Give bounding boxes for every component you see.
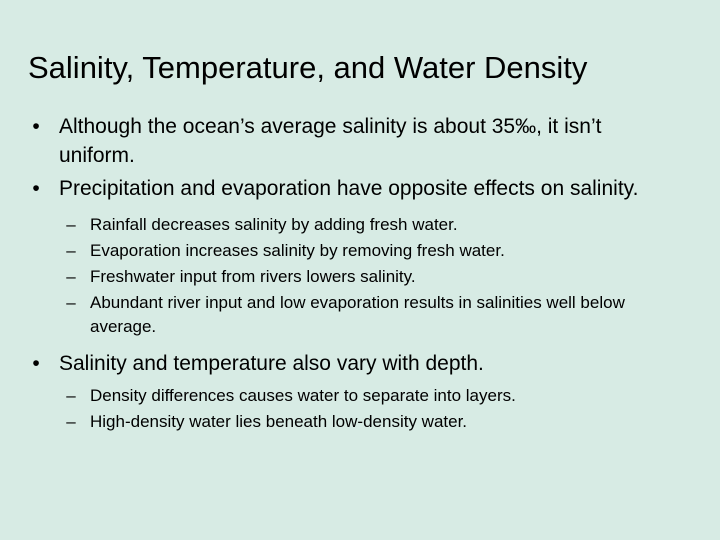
spacer bbox=[0, 341, 720, 349]
dash-marker: – bbox=[66, 386, 76, 405]
bullet-text: Salinity and temperature also vary with … bbox=[59, 352, 484, 375]
dash-marker: – bbox=[66, 241, 76, 260]
slide-title: Salinity, Temperature, and Water Density bbox=[28, 50, 588, 85]
sub-bullet-item: – Density differences causes water to se… bbox=[66, 384, 680, 408]
bullet-text: Although the ocean’s average salinity is… bbox=[59, 115, 602, 167]
sub-bullet-text: Density differences causes water to sepa… bbox=[90, 386, 516, 405]
sub-bullet-list: – Rainfall decreases salinity by adding … bbox=[0, 213, 720, 339]
sub-bullet-text: Freshwater input from rivers lowers sali… bbox=[90, 267, 416, 286]
sub-bullet-item: – Abundant river input and low evaporati… bbox=[66, 291, 680, 339]
sub-bullet-text: Evaporation increases salinity by removi… bbox=[90, 241, 505, 260]
dash-marker: – bbox=[66, 293, 76, 312]
dash-marker: – bbox=[66, 412, 76, 431]
sub-bullet-item: – Evaporation increases salinity by remo… bbox=[66, 239, 680, 263]
bullet-item: • Salinity and temperature also vary wit… bbox=[32, 349, 679, 378]
sub-bullet-text: Abundant river input and low evaporation… bbox=[90, 293, 625, 336]
dash-marker: – bbox=[66, 267, 76, 286]
bullet-text: Precipitation and evaporation have oppos… bbox=[59, 177, 639, 200]
sub-bullet-item: – High-density water lies beneath low-de… bbox=[66, 410, 680, 434]
sub-bullet-text: Rainfall decreases salinity by adding fr… bbox=[90, 215, 458, 234]
sub-bullet-text: High-density water lies beneath low-dens… bbox=[90, 412, 468, 431]
bullet-item: • Precipitation and evaporation have opp… bbox=[32, 174, 679, 203]
bullet-marker: • bbox=[32, 177, 40, 200]
bullet-item: • Although the ocean’s average salinity … bbox=[32, 112, 679, 170]
slide-content: • Although the ocean’s average salinity … bbox=[0, 112, 720, 436]
bullet-marker: • bbox=[32, 352, 40, 375]
bullet-marker: • bbox=[32, 115, 40, 138]
sub-bullet-item: – Freshwater input from rivers lowers sa… bbox=[66, 265, 680, 289]
sub-bullet-list: – Density differences causes water to se… bbox=[0, 384, 720, 434]
dash-marker: – bbox=[66, 215, 76, 234]
sub-bullet-item: – Rainfall decreases salinity by adding … bbox=[66, 213, 680, 237]
